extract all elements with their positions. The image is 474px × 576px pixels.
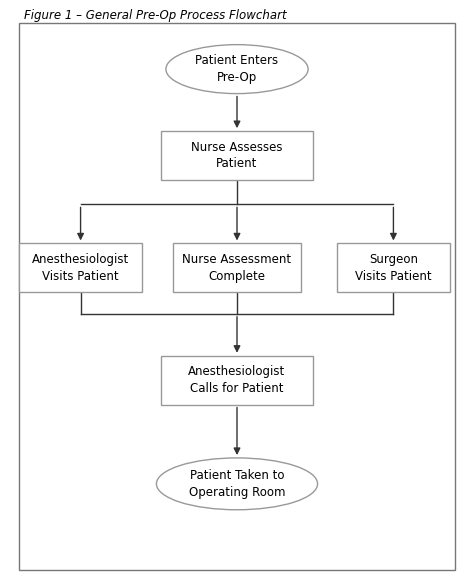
- Text: Surgeon
Visits Patient: Surgeon Visits Patient: [355, 253, 432, 283]
- FancyBboxPatch shape: [161, 131, 313, 180]
- Text: Nurse Assessment
Complete: Nurse Assessment Complete: [182, 253, 292, 283]
- Text: Figure 1 – General Pre-Op Process Flowchart: Figure 1 – General Pre-Op Process Flowch…: [24, 9, 286, 22]
- FancyBboxPatch shape: [161, 355, 313, 404]
- Text: Anesthesiologist
Visits Patient: Anesthesiologist Visits Patient: [32, 253, 129, 283]
- Text: Patient Enters
Pre-Op: Patient Enters Pre-Op: [195, 54, 279, 84]
- FancyBboxPatch shape: [173, 244, 301, 293]
- Text: Nurse Assesses
Patient: Nurse Assesses Patient: [191, 141, 283, 170]
- Ellipse shape: [156, 458, 318, 510]
- Ellipse shape: [166, 45, 308, 94]
- Text: Anesthesiologist
Calls for Patient: Anesthesiologist Calls for Patient: [188, 365, 286, 395]
- FancyBboxPatch shape: [19, 23, 455, 570]
- FancyBboxPatch shape: [337, 244, 450, 293]
- Text: Patient Taken to
Operating Room: Patient Taken to Operating Room: [189, 469, 285, 499]
- FancyBboxPatch shape: [19, 244, 142, 293]
